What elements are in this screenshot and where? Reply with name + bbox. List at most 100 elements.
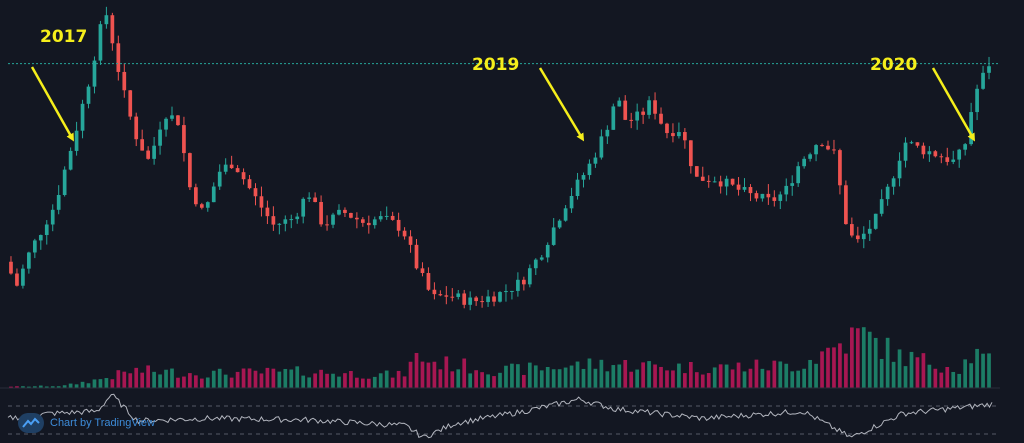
volume-bar [462, 358, 467, 388]
candle-body [301, 198, 306, 217]
candle-body [271, 216, 276, 225]
candle-body [957, 149, 962, 160]
candle-body [760, 193, 765, 199]
candle-body [844, 185, 848, 225]
candle-body [593, 157, 598, 164]
candle-body [283, 219, 288, 224]
candle-body [885, 186, 890, 200]
volume-bar [104, 378, 109, 388]
candle-body [975, 88, 979, 113]
candle-body [736, 184, 741, 190]
volume-bar [539, 370, 544, 388]
volume-bar [593, 368, 598, 388]
candle-body [659, 113, 663, 124]
volume-bar [802, 368, 806, 388]
candle-body [337, 209, 341, 215]
candle-body [665, 123, 669, 134]
volume-bar [128, 373, 133, 388]
volume-bar [688, 361, 693, 388]
candle-body [653, 100, 657, 114]
candle-body [110, 15, 115, 44]
volume-bar [605, 371, 610, 388]
annotation-arrow-2017 [30, 66, 74, 142]
candle-body [92, 60, 97, 87]
candle-body [38, 235, 43, 241]
volume-bar [62, 385, 67, 388]
volume-bar [134, 367, 139, 388]
volume-bar [659, 366, 663, 388]
candle-body [432, 289, 437, 295]
candle-body [277, 223, 282, 225]
volume-bar [384, 370, 389, 388]
volume-bar [766, 370, 771, 388]
volume-bar [647, 361, 651, 388]
volume-bar [867, 331, 872, 388]
volume-bar [164, 369, 168, 388]
candle-body [611, 106, 616, 130]
volume-bar [21, 386, 25, 388]
candle-body [504, 291, 508, 293]
volume-bar [56, 386, 61, 388]
candle-body [796, 166, 801, 184]
volume-bar [981, 353, 985, 388]
annotation-arrow-2020 [931, 67, 975, 142]
candle-body [444, 295, 449, 297]
volume-bar [480, 372, 484, 388]
volume-bar [611, 365, 616, 388]
candle-body [426, 273, 431, 290]
candle-body [850, 224, 854, 236]
candle-body [897, 160, 902, 179]
candle-body [963, 144, 968, 150]
volume-bar [891, 361, 896, 388]
candle-body [134, 116, 139, 140]
candle-body [724, 178, 729, 187]
volume-bar [522, 374, 526, 388]
candle-body [116, 43, 121, 72]
volume-bar [587, 358, 592, 388]
candle-body [820, 145, 824, 147]
candle-body [533, 259, 538, 269]
volume-bar [9, 386, 13, 388]
volume-bar [778, 361, 783, 388]
volume-bar [885, 337, 890, 388]
volume-bar [205, 377, 210, 388]
candle-body [325, 224, 329, 226]
volume-bar [450, 371, 455, 388]
candle-body [146, 150, 150, 159]
candle-body [15, 273, 19, 286]
volume-bar [241, 368, 246, 388]
volume-bar [372, 376, 377, 388]
volume-bar [50, 386, 55, 388]
volume-bar [903, 366, 908, 388]
volume-bar [456, 369, 461, 388]
volume-bar [951, 371, 956, 388]
volume-bar [545, 366, 550, 388]
candle-body [420, 268, 425, 274]
volume-bar [110, 379, 115, 388]
volume-bar [897, 349, 902, 388]
volume-bar [283, 368, 288, 388]
candle-body [104, 15, 109, 25]
volume-bar [516, 364, 520, 388]
candle-body [319, 202, 323, 225]
candle-body [462, 293, 467, 305]
volume-bar [569, 365, 574, 388]
candle-body [933, 151, 938, 157]
candle-body [247, 179, 252, 189]
volume-bar [325, 373, 329, 388]
candle-body [241, 172, 246, 180]
volume-bar [229, 377, 234, 388]
volume-bar [754, 359, 759, 388]
volume-bar [366, 378, 371, 388]
candle-body [694, 166, 699, 177]
candle-body [486, 296, 490, 303]
candle-body [915, 142, 920, 146]
candle-body [981, 72, 985, 89]
candle-body [98, 24, 103, 61]
candle-body [766, 193, 771, 198]
tradingview-attribution[interactable]: Chart by TradingView [18, 413, 155, 433]
volume-bar [790, 371, 795, 388]
volume-bar [349, 371, 353, 388]
candle-body [468, 297, 473, 305]
